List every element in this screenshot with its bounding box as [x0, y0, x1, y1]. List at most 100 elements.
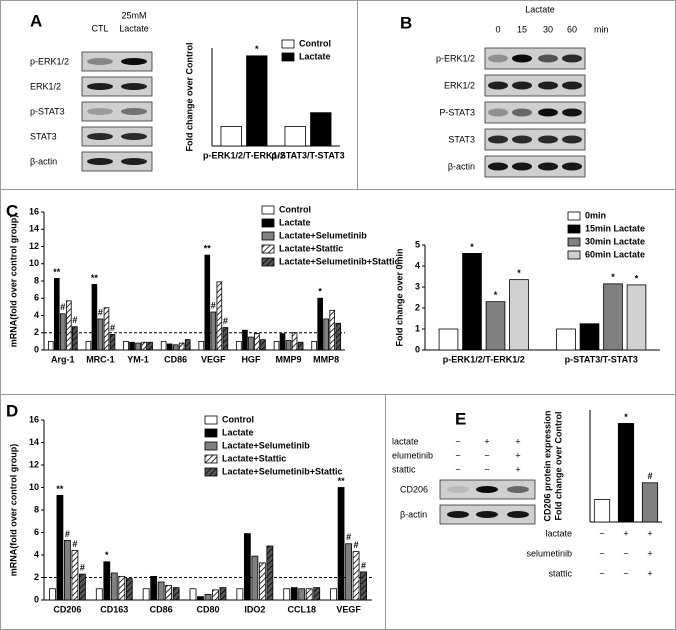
- bar: [210, 311, 217, 351]
- bar: [243, 533, 251, 601]
- bar: [291, 332, 298, 351]
- bar: [49, 588, 56, 601]
- bar: [97, 318, 104, 351]
- legend-swatch: [261, 244, 275, 254]
- blot-band: [512, 108, 532, 117]
- bar: [216, 281, 223, 351]
- legend-swatch: [567, 224, 581, 234]
- bar: [147, 341, 153, 351]
- bar: [345, 543, 352, 601]
- x-tick-label: Arg-1: [51, 354, 75, 364]
- blot-strip: [81, 101, 153, 122]
- blot-strip: [81, 51, 153, 72]
- bar: [330, 588, 337, 601]
- legend-label: 60min Lactate: [585, 249, 645, 259]
- blot-band: [476, 486, 498, 493]
- blot-band: [121, 83, 147, 90]
- legend-swatch: [567, 211, 581, 221]
- significance-marker: *: [470, 242, 474, 252]
- blot-band: [87, 83, 113, 90]
- y-tick-label: 4: [34, 549, 39, 559]
- row-label: CD206: [400, 484, 428, 494]
- legend-label: Lactate: [279, 217, 311, 227]
- bar: [462, 252, 482, 351]
- significance-marker: **: [56, 484, 64, 494]
- row-label: p-ERK1/2: [30, 56, 69, 66]
- bar: [172, 587, 180, 601]
- legend-label: Lactate+Stattic: [279, 243, 343, 253]
- bar: [266, 545, 274, 601]
- bar: [236, 588, 244, 601]
- x-tick-label: p-ERK1/2/T-ERK1/2: [443, 354, 525, 364]
- x-table-sign: +: [623, 528, 628, 538]
- condition-sign: −: [484, 450, 489, 460]
- legend-swatch: [204, 454, 218, 464]
- bar: [305, 588, 313, 601]
- blot-band: [562, 162, 582, 171]
- y-axis-label: CD206 protein expression: [542, 410, 552, 521]
- column-label: 60: [567, 24, 577, 34]
- row-label: P-STAT3: [439, 107, 475, 117]
- bar: [150, 575, 158, 601]
- bar: [337, 487, 345, 601]
- legend-label: Lactate: [222, 427, 254, 437]
- legend-swatch: [567, 250, 581, 260]
- blot-band: [538, 108, 558, 117]
- bar: [298, 588, 306, 601]
- significance-marker: **: [204, 244, 212, 254]
- legend-swatch: [261, 257, 275, 267]
- bar: [329, 309, 336, 351]
- condition-sign: −: [455, 450, 460, 460]
- bar: [258, 562, 266, 601]
- significance-marker: #: [80, 563, 85, 573]
- row-label: β-actin: [448, 161, 475, 171]
- blot-strip: [81, 126, 153, 147]
- bar: [254, 333, 260, 351]
- blot-band: [507, 486, 529, 493]
- legend-label: Lactate+Stattic: [222, 453, 286, 463]
- bar: [556, 328, 576, 351]
- bar: [91, 284, 98, 351]
- condition-sign: −: [455, 436, 460, 446]
- x-tick-label: YM-1: [127, 354, 149, 364]
- blot-strip: [484, 155, 586, 178]
- significance-marker: #: [60, 302, 65, 312]
- y-axis-label: Fold change over 0min: [394, 248, 404, 346]
- blot-band: [488, 135, 508, 144]
- blot-band: [538, 162, 558, 171]
- row-label: p-ERK1/2: [436, 53, 475, 63]
- legend-label: Lactate: [299, 51, 331, 61]
- x-tick-label: CD206: [53, 604, 81, 614]
- bar: [246, 55, 268, 147]
- blot-band: [512, 54, 532, 63]
- bar: [189, 588, 197, 601]
- x-table-sign: +: [647, 568, 652, 578]
- condition-sign: +: [515, 436, 520, 446]
- legend-swatch: [261, 218, 275, 228]
- blot-band: [512, 81, 532, 90]
- blot-band: [538, 81, 558, 90]
- y-tick-label: 4: [415, 260, 420, 270]
- significance-marker: *: [494, 290, 498, 300]
- x-tick-label: MMP9: [276, 354, 302, 364]
- unit-label: min: [594, 24, 609, 34]
- significance-marker: **: [53, 267, 61, 277]
- bar: [204, 593, 212, 601]
- blot-band: [507, 511, 529, 518]
- bar: [142, 588, 150, 601]
- blot-band: [488, 54, 508, 63]
- y-tick-label: 16: [29, 206, 39, 216]
- y-tick-label: 0: [34, 344, 39, 354]
- bar: [135, 342, 141, 351]
- y-tick-label: 6: [34, 293, 39, 303]
- x-table-sign: +: [647, 548, 652, 558]
- x-table-sign: −: [623, 568, 628, 578]
- bar: [273, 340, 280, 351]
- legend-label: Control: [279, 204, 311, 214]
- significance-marker: #: [110, 323, 115, 333]
- bar: [79, 573, 86, 601]
- panel-label: D: [6, 401, 18, 420]
- panel-label: B: [400, 13, 412, 32]
- legend-swatch: [204, 415, 218, 425]
